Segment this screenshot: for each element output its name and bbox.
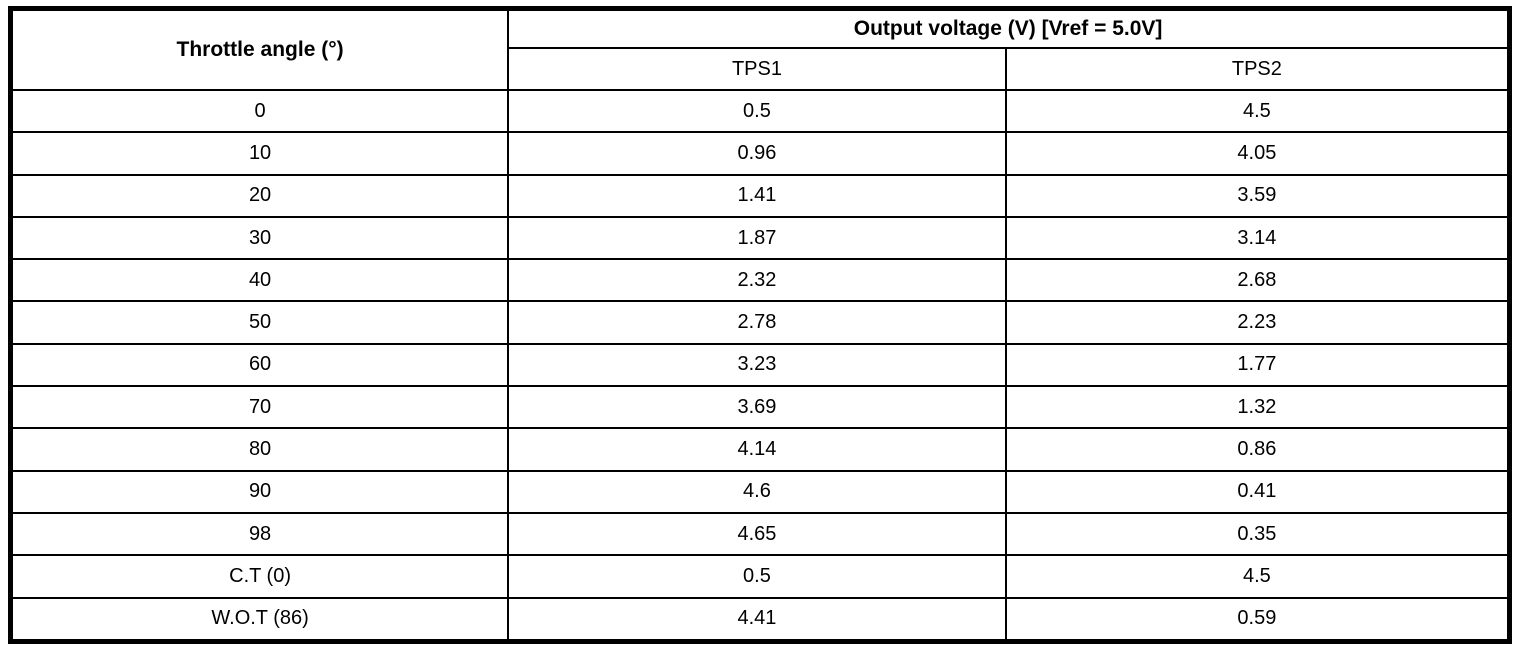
table-row: 20 1.41 3.59 [9,173,1511,218]
table-row: 50 2.78 2.23 [9,300,1511,345]
cell-throttle-angle: 90 [9,469,510,514]
cell-throttle-angle: 50 [9,300,510,345]
cell-tps2: 0.35 [1004,511,1511,557]
table-row: 70 3.69 1.32 [9,385,1511,430]
cell-tps2: 4.5 [1004,88,1511,134]
cell-throttle-angle: 98 [9,511,510,557]
table-row: 80 4.14 0.86 [9,427,1511,472]
table-row: C.T (0) 0.5 4.5 [9,554,1511,599]
cell-throttle-angle: 80 [9,427,510,472]
cell-tps1: 4.6 [507,469,1007,514]
cell-tps1: 2.78 [507,300,1007,345]
table-row: W.O.T (86) 4.41 0.59 [9,596,1511,643]
cell-tps1: 3.69 [507,385,1007,430]
column-header-throttle-angle: Throttle angle (°) [9,7,510,91]
cell-tps1: 3.23 [507,342,1007,388]
column-header-tps2: TPS2 [1004,47,1511,91]
tps-output-voltage-table: Throttle angle (°) Output voltage (V) [V… [8,6,1512,644]
cell-throttle-angle: W.O.T (86) [9,596,510,643]
cell-throttle-angle: 70 [9,385,510,430]
header-row-sub: TPS1 TPS2 [11,47,1511,91]
cell-throttle-angle: 30 [9,215,510,261]
cell-throttle-angle: C.T (0) [9,554,510,599]
table-row: 0 0.5 4.5 [9,88,1511,134]
cell-tps1: 0.5 [507,554,1007,599]
cell-tps1: 2.32 [507,258,1007,303]
table-row: 40 2.32 2.68 [9,258,1511,303]
table-row: 10 0.96 4.05 [9,131,1511,176]
cell-tps2: 3.59 [1004,173,1511,218]
cell-tps1: 1.41 [507,173,1007,218]
cell-tps2: 4.5 [1004,554,1511,599]
cell-tps2: 1.77 [1004,342,1511,388]
cell-throttle-angle: 0 [9,88,510,134]
cell-tps1: 1.87 [507,215,1007,261]
header-row-group: Throttle angle (°) Output voltage (V) [V… [9,7,1511,91]
cell-tps2: 4.05 [1004,131,1511,176]
cell-tps2: 2.23 [1004,300,1511,345]
table-row: 98 4.65 0.35 [9,511,1511,557]
cell-throttle-angle: 20 [9,173,510,218]
cell-tps2: 1.32 [1004,385,1511,430]
column-group-header-output-voltage: Output voltage (V) [Vref = 5.0V] [507,7,1511,49]
cell-tps2: 0.59 [1004,596,1511,643]
cell-tps1: 0.96 [507,131,1007,176]
cell-tps2: 0.86 [1004,427,1511,472]
cell-tps2: 0.41 [1004,469,1511,514]
cell-tps1: 4.41 [507,596,1007,643]
cell-tps1: 4.65 [507,511,1007,557]
cell-tps1: 4.14 [507,427,1007,472]
table-row: 90 4.6 0.41 [9,469,1511,514]
table-row: 30 1.87 3.14 [9,215,1511,261]
table-row: 60 3.23 1.77 [9,342,1511,388]
cell-throttle-angle: 10 [9,131,510,176]
cell-tps2: 3.14 [1004,215,1511,261]
column-header-tps1: TPS1 [507,47,1007,91]
cell-throttle-angle: 60 [9,342,510,388]
cell-throttle-angle: 40 [9,258,510,303]
cell-tps2: 2.68 [1004,258,1511,303]
cell-tps1: 0.5 [507,88,1007,134]
